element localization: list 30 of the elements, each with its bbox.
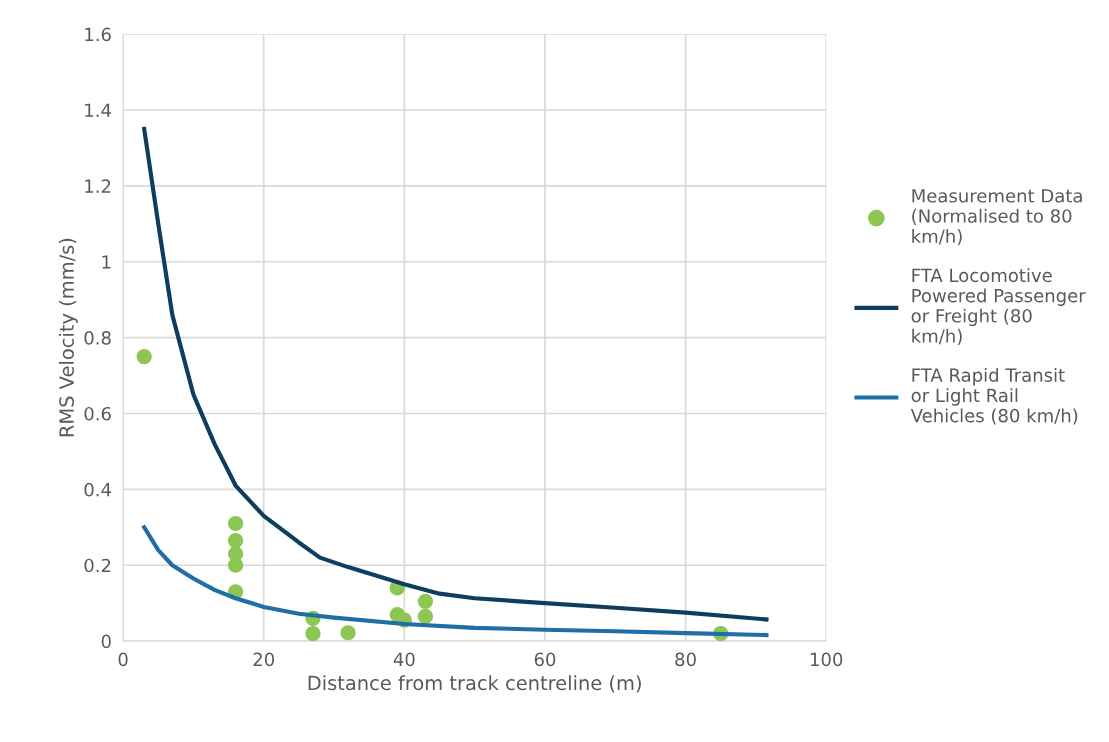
x-axis-title: Distance from track centreline (m) — [308, 675, 641, 693]
line-series — [142, 525, 769, 638]
y-axis-title: RMS Velocity (mm/s) — [58, 238, 78, 437]
y-tick-label: 1.2 — [85, 179, 111, 193]
x-tick-label: 60 — [534, 652, 556, 667]
y-tick-label: 0 — [101, 634, 111, 649]
y-tick-label: 0.4 — [84, 482, 111, 497]
y-tick-label: 0.6 — [84, 406, 111, 421]
point — [417, 593, 434, 609]
point — [305, 625, 321, 642]
point — [227, 515, 244, 532]
x-tick-label: 40 — [393, 652, 415, 667]
legend-label: FTA Locomotive Powered Passenger or Freight (80 km/h) — [911, 268, 1086, 345]
point — [227, 557, 244, 573]
y-tick-label: 1 — [102, 255, 111, 269]
legend-label: FTA Rapid Transit or Light Rail Vehicles (80 km/h) — [910, 367, 1078, 425]
x-tick-label: 100 — [810, 652, 843, 667]
point — [340, 625, 356, 641]
x-tick-label: 80 — [675, 652, 696, 667]
y-tick-label: 1.6 — [85, 27, 111, 42]
point — [227, 532, 244, 549]
y-tick-label: 0.8 — [84, 331, 111, 345]
point — [417, 608, 434, 625]
line-series — [142, 126, 769, 622]
legend-label: Measurement Data (Normalised to 80 km/h) — [912, 189, 1082, 246]
y-tick-label: 1.4 — [85, 103, 111, 117]
x-tick-label: 0 — [118, 652, 128, 667]
y-tick-label: 0.2 — [84, 558, 111, 573]
point — [136, 348, 152, 365]
x-tick-label: 20 — [253, 652, 275, 667]
